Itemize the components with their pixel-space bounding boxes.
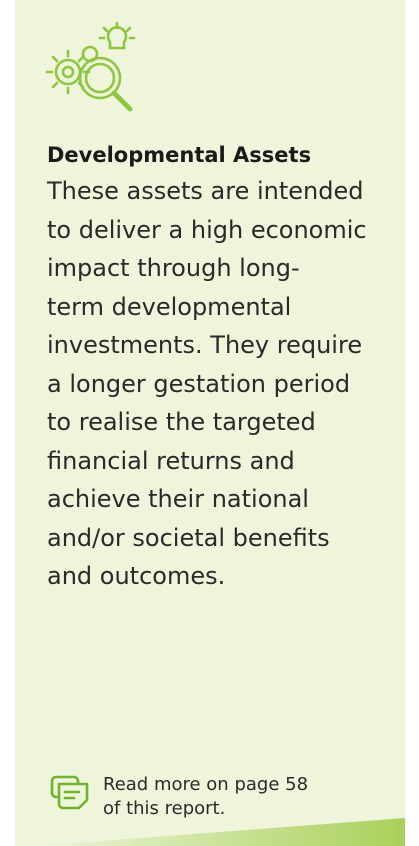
icon-read-more bbox=[50, 775, 89, 810]
body-line: impact through long- bbox=[47, 254, 300, 282]
card-title: Developmental Assets bbox=[47, 143, 312, 167]
info-card: Developmental Assets These assets are in… bbox=[15, 0, 405, 846]
body-line: a longer gestation period bbox=[47, 369, 351, 398]
icon-gears-magnifier bbox=[45, 21, 136, 112]
body-line: financial returns and bbox=[47, 446, 295, 475]
footer-line: of this report. bbox=[103, 798, 226, 819]
body-line: to realise the targeted bbox=[47, 408, 316, 436]
body-line: investments. They require bbox=[47, 331, 363, 359]
body-line: and/or societal benefits bbox=[47, 523, 330, 552]
card-body: These assets are intended to deliver a hi… bbox=[47, 172, 367, 596]
body-line: These assets are intended bbox=[47, 177, 364, 205]
read-more-text: Read more on page 58 of this report. bbox=[103, 773, 308, 821]
footer-line: Read more on page 58 bbox=[103, 774, 309, 795]
bottom-accent bbox=[35, 818, 405, 846]
body-line: to deliver a high economic bbox=[47, 215, 367, 244]
body-line: achieve their national bbox=[47, 485, 309, 513]
body-line: and outcomes. bbox=[47, 562, 226, 590]
body-line: term developmental bbox=[47, 292, 292, 321]
